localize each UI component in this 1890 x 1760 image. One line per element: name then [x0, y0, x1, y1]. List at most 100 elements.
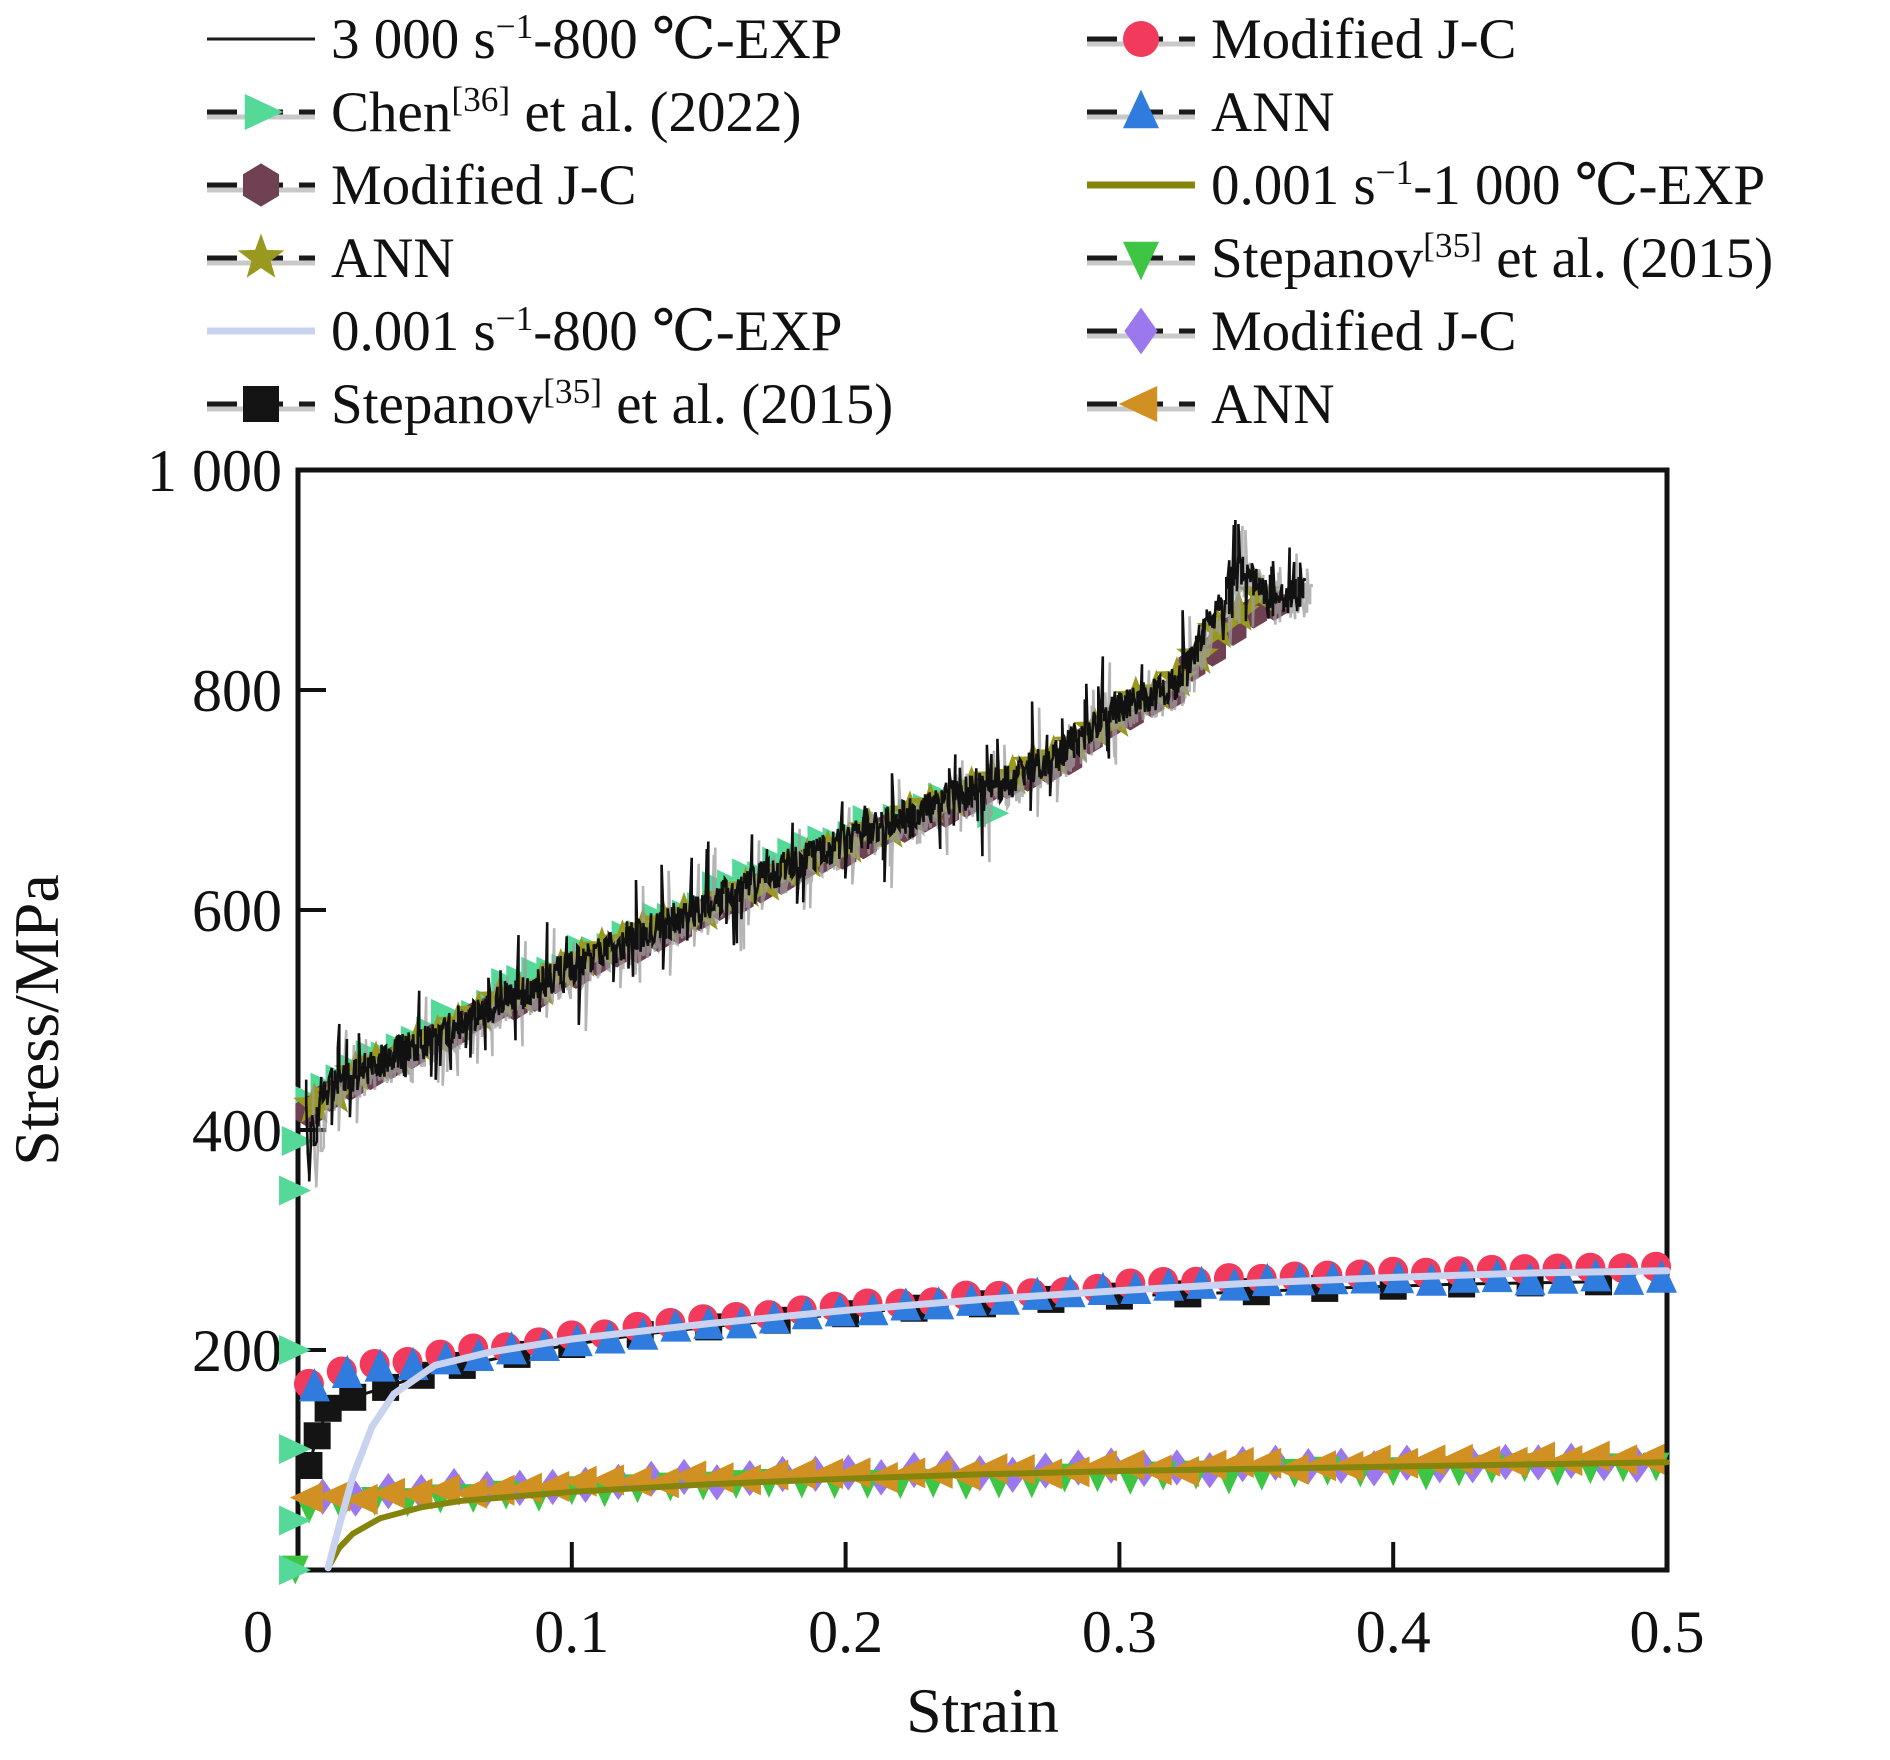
diamond-marker-icon [1124, 307, 1158, 355]
legend-label-text: -1 000 ℃-EXP [1413, 153, 1766, 217]
x-tick-label: 0.1 [534, 1599, 609, 1665]
legend-item-ann-0001-800: ANN [1085, 79, 1335, 145]
legend-label-text: Modified J-C [1211, 7, 1517, 71]
legend-label-text: ANN [1211, 372, 1335, 436]
y-tick-label: 1 000 [147, 438, 282, 504]
legend-label-superscript: [35] [1423, 225, 1482, 265]
legend-label-superscript: [36] [451, 79, 511, 119]
legend-label: ANN [1211, 84, 1335, 141]
triangle-left-marker-icon [1603, 1444, 1638, 1476]
triangle-up-marker-icon [1186, 1265, 1218, 1299]
legend-label-superscript: −1 [1375, 152, 1414, 192]
series-exp-0001-800 [324, 1267, 1671, 1572]
legend-item-stepanov-800: Stepanov[35] et al. (2015) [205, 371, 893, 437]
triangle-left-marker-icon [1193, 1449, 1227, 1481]
legend-sample-mjc-0001-1000 [1087, 307, 1195, 355]
triangle-left-marker-icon [1467, 1445, 1501, 1477]
legend-label-text: Modified J-C [331, 153, 637, 217]
triangle-down-legend-marker-icon [1123, 241, 1159, 281]
triangle-up-marker-icon [1547, 1260, 1579, 1294]
x-tick-label: 0.4 [1356, 1599, 1431, 1665]
x-tick-label: 0.3 [1082, 1599, 1157, 1665]
triangle-up-marker-icon [1646, 1259, 1678, 1293]
legend-label-text: Stepanov [1211, 226, 1424, 290]
exp-noise-line [304, 519, 1306, 1182]
legend-label-text: -800 ℃-EXP [533, 299, 843, 363]
series-ann-0001-800 [298, 1258, 1678, 1402]
triangle-left-marker-icon [892, 1457, 926, 1489]
square-legend-marker-icon [243, 386, 279, 422]
legend-sample-stepanov-1000 [1087, 241, 1195, 281]
triangle-right-marker-icon [279, 1175, 312, 1206]
legend-label-superscript: −1 [495, 298, 534, 338]
legend-label-text: et al. (2015) [1482, 226, 1774, 290]
legend-label: Modified J-C [1211, 303, 1517, 360]
x-tick-label: 0.5 [1630, 1599, 1705, 1665]
legend-label-text: 0.001 s [331, 299, 496, 363]
legend-label-text: ANN [1211, 80, 1335, 144]
square-marker-icon [339, 1383, 367, 1411]
legend-item-chen-2022: Chen[36] et al. (2022) [205, 79, 801, 145]
legend-label-text: Modified J-C [1211, 299, 1517, 363]
chart-legend: 3 000 s−1-800 ℃-EXP Chen[36] et al. (2022… [0, 0, 1890, 460]
data-line [324, 1267, 1671, 1572]
hexagon-marker-icon [243, 163, 279, 207]
triangle-up-marker-icon [1153, 1267, 1185, 1301]
triangle-up-marker-icon [1613, 1261, 1645, 1295]
legend-label: Modified J-C [1211, 11, 1517, 68]
triangle-right-marker-icon [281, 1126, 314, 1156]
triangle-up-marker-icon [364, 1348, 396, 1382]
star-marker-icon [354, 1040, 398, 1081]
legend-label-text: ANN [331, 226, 455, 290]
triangle-left-marker-icon [344, 1483, 378, 1515]
legend-label-text: -800 ℃-EXP [533, 7, 843, 71]
y-tick-label: 800 [192, 658, 282, 724]
series-exp-0001-1000 [325, 1459, 1670, 1571]
series-exp-3000-800 [304, 519, 1313, 1188]
legend-sample-exp-0001-800 [207, 327, 315, 335]
triangle-down-marker-icon [1123, 241, 1159, 281]
triangle-right-marker-icon [279, 1555, 312, 1585]
legend-label: Modified J-C [331, 157, 637, 214]
legend-item-ann-0001-1000: ANN [1085, 371, 1335, 437]
triangle-up-marker-icon [331, 1354, 363, 1389]
triangle-left-marker-icon [371, 1477, 406, 1509]
triangle-up-marker-icon [1123, 89, 1159, 129]
triangle-left-marker-icon [1631, 1443, 1665, 1475]
legend-sample-chen-2022 [207, 94, 315, 130]
legend-label-text: Chen [331, 80, 452, 144]
legend-item-exp-0001-800: 0.001 s−1-800 ℃-EXP [205, 298, 842, 364]
legend-label-text: et al. (2015) [602, 372, 894, 436]
x-tick-label: 0 [243, 1599, 273, 1665]
legend-sample-ann-0001-800 [1087, 89, 1195, 129]
legend-sample-mjc-3000-800 [207, 163, 315, 207]
triangle-left-marker-icon [1549, 1445, 1583, 1477]
circle-legend-marker-icon [1123, 21, 1159, 57]
star-marker-icon [580, 926, 624, 967]
triangle-up-marker-icon [1514, 1262, 1546, 1296]
x-tick-label: 0.2 [808, 1599, 883, 1665]
legend-item-exp-3000-800: 3 000 s−1-800 ℃-EXP [205, 6, 842, 72]
legend-label-text: 3 000 s [331, 7, 496, 71]
legend-sample-ann-0001-1000 [1087, 386, 1195, 422]
triangle-left-marker-icon [1001, 1453, 1035, 1485]
y-tick-label: 200 [192, 1318, 282, 1384]
x-axis-label: Strain [906, 1675, 1059, 1746]
legend-item-exp-0001-1000: 0.001 s−1-1 000 ℃-EXP [1085, 152, 1765, 218]
diamond-legend-marker-icon [1124, 307, 1158, 355]
square-marker-icon [303, 1422, 331, 1450]
triangle-left-marker-icon [426, 1474, 460, 1506]
triangle-right-legend-marker-icon [244, 94, 284, 130]
legend-item-ann-3000-800: ANN [205, 225, 455, 291]
star-legend-marker-icon [237, 233, 285, 278]
triangle-right-marker-icon [244, 94, 284, 130]
legend-label: ANN [1211, 376, 1335, 433]
legend-label-text: et al. (2022) [510, 80, 802, 144]
triangle-left-marker-icon [1384, 1447, 1419, 1479]
legend-label: Stepanov[35] et al. (2015) [331, 372, 894, 436]
y-tick-label: 600 [192, 878, 282, 944]
y-tick-label: 400 [192, 1098, 282, 1164]
legend-label-superscript: −1 [495, 6, 534, 46]
